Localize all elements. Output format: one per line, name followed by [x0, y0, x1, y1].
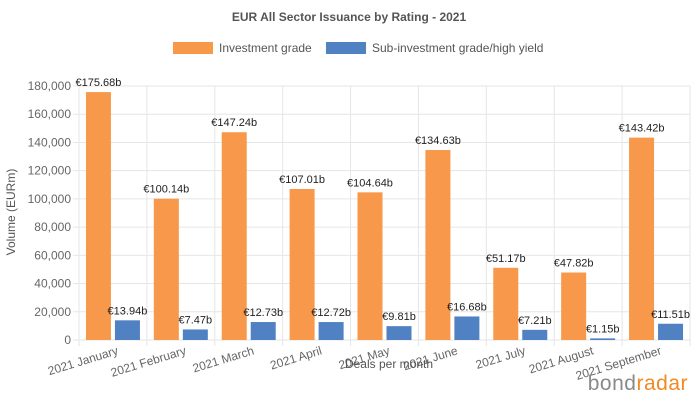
bar-s0-5 — [425, 150, 451, 340]
data-label-s0-3: €107.01b — [279, 174, 325, 186]
y-tick-label-8: 160,000 — [28, 107, 72, 121]
bar-s1-5 — [454, 316, 480, 340]
x-axis-label: Deals per month — [345, 357, 433, 371]
bar-s1-4 — [386, 326, 412, 340]
y-axis-label: Volume (EURm) — [4, 169, 18, 256]
bar-s1-1 — [182, 329, 208, 340]
logo-part-bond: bond — [587, 372, 637, 395]
bar-s1-0 — [114, 320, 140, 340]
bar-s0-8 — [629, 137, 655, 340]
bar-s1-7 — [590, 338, 616, 340]
data-label-s1-7: €1.15b — [586, 323, 620, 335]
bar-s0-7 — [561, 272, 587, 340]
bar-s0-4 — [357, 192, 383, 340]
data-label-s0-6: €51.17b — [486, 253, 526, 265]
x-tick-label-3: 2021 April — [268, 343, 323, 372]
x-tick-label-2: 2021 March — [191, 343, 256, 375]
data-label-s0-8: €143.42b — [619, 123, 665, 135]
y-tick-label-4: 80,000 — [34, 220, 71, 234]
bar-s1-3 — [318, 322, 344, 340]
y-tick-label-3: 60,000 — [34, 248, 71, 262]
data-label-s0-2: €147.24b — [211, 117, 257, 129]
bar-s1-2 — [250, 322, 276, 340]
bars — [85, 92, 684, 340]
data-label-s1-3: €12.72b — [311, 307, 351, 319]
bondradar-logo: bondradar — [588, 372, 688, 396]
bar-s0-2 — [221, 132, 247, 340]
y-tick-label-2: 40,000 — [34, 277, 71, 291]
y-tick-label-1: 20,000 — [34, 305, 71, 319]
x-tick-label-1: 2021 February — [109, 343, 188, 379]
data-label-s1-1: €7.47b — [179, 314, 213, 326]
data-label-s0-0: €175.68b — [75, 77, 121, 89]
data-label-s0-1: €100.14b — [143, 184, 189, 196]
chart-title: EUR All Sector Issuance by Rating - 2021 — [232, 10, 467, 24]
legend-swatch-0 — [173, 42, 213, 54]
data-label-s0-4: €104.64b — [347, 177, 393, 189]
bar-s0-6 — [493, 267, 519, 340]
legend-label-0: Investment grade — [219, 41, 312, 55]
logo-part-radar: radar — [636, 372, 688, 395]
data-label-s1-6: €7.21b — [518, 315, 552, 327]
x-tick-label-6: 2021 July — [474, 343, 527, 371]
legend-swatch-1 — [326, 42, 366, 54]
bar-s0-0 — [85, 92, 111, 340]
x-tick-label-0: 2021 January — [46, 343, 120, 378]
legend-label-1: Sub-investment grade/high yield — [372, 41, 543, 55]
bar-s0-1 — [153, 198, 179, 340]
data-label-s1-5: €16.68b — [447, 301, 487, 313]
y-tick-label-0: 0 — [64, 333, 71, 347]
data-label-s1-4: €9.81b — [382, 311, 416, 323]
data-labels: €175.68b €13.94b €100.14b €7.47b €147.24b €12… — [75, 77, 690, 335]
data-label-s0-5: €134.63b — [415, 135, 461, 147]
data-label-s1-0: €13.94b — [108, 305, 148, 317]
y-tick-label-5: 100,000 — [28, 192, 72, 206]
data-label-s1-8: €11.51b — [651, 309, 690, 321]
data-label-s1-2: €12.73b — [243, 307, 283, 319]
y-tick-label-7: 140,000 — [28, 135, 72, 149]
legend: Investment grade Sub-investment grade/hig… — [173, 41, 543, 55]
bar-s1-6 — [522, 329, 548, 340]
y-tick-label-9: 180,000 — [28, 79, 72, 93]
bar-s0-3 — [289, 188, 315, 340]
y-axis: 0 20,000 40,000 60,000 80,000 100,000 120,000 1… — [28, 79, 72, 347]
bar-s1-8 — [658, 323, 684, 340]
y-tick-label-6: 120,000 — [28, 164, 72, 178]
data-label-s0-7: €47.82b — [554, 258, 594, 270]
